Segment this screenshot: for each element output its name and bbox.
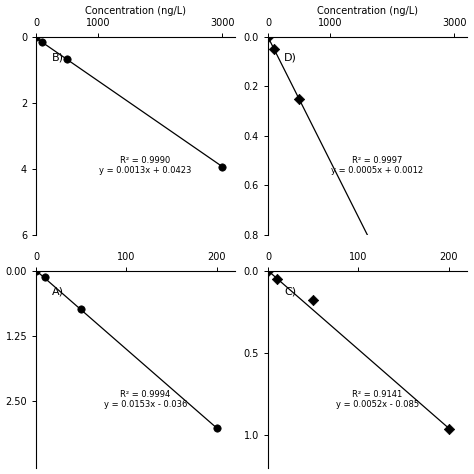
Text: B): B) bbox=[52, 53, 64, 63]
Point bbox=[78, 305, 85, 312]
Text: D): D) bbox=[284, 53, 297, 63]
Point bbox=[445, 425, 452, 433]
Text: R² = 0.9997
y = 0.0005x + 0.0012: R² = 0.9997 y = 0.0005x + 0.0012 bbox=[331, 155, 423, 175]
Point bbox=[41, 273, 49, 281]
Point bbox=[273, 275, 281, 283]
Point bbox=[450, 404, 458, 412]
Point bbox=[219, 163, 226, 171]
Point bbox=[32, 267, 40, 274]
Text: R² = 0.9990
y = 0.0013x + 0.0423: R² = 0.9990 y = 0.0013x + 0.0423 bbox=[99, 155, 191, 175]
Point bbox=[270, 46, 278, 53]
Text: R² = 0.9141
y = 0.0052x - 0.085: R² = 0.9141 y = 0.0052x - 0.085 bbox=[336, 390, 419, 409]
Text: C): C) bbox=[284, 286, 296, 297]
Text: A): A) bbox=[52, 286, 64, 297]
Point bbox=[38, 38, 46, 46]
X-axis label: Concentration (ng/L): Concentration (ng/L) bbox=[85, 6, 186, 16]
Point bbox=[264, 33, 272, 41]
Point bbox=[64, 56, 71, 64]
Point bbox=[310, 296, 317, 303]
Text: R² = 0.9994
y = 0.0153x - 0.036: R² = 0.9994 y = 0.0153x - 0.036 bbox=[104, 390, 187, 409]
X-axis label: Concentration (ng/L): Concentration (ng/L) bbox=[317, 6, 418, 16]
Point bbox=[295, 95, 303, 103]
Point bbox=[213, 424, 220, 432]
Point bbox=[264, 267, 272, 274]
Point bbox=[32, 33, 40, 41]
